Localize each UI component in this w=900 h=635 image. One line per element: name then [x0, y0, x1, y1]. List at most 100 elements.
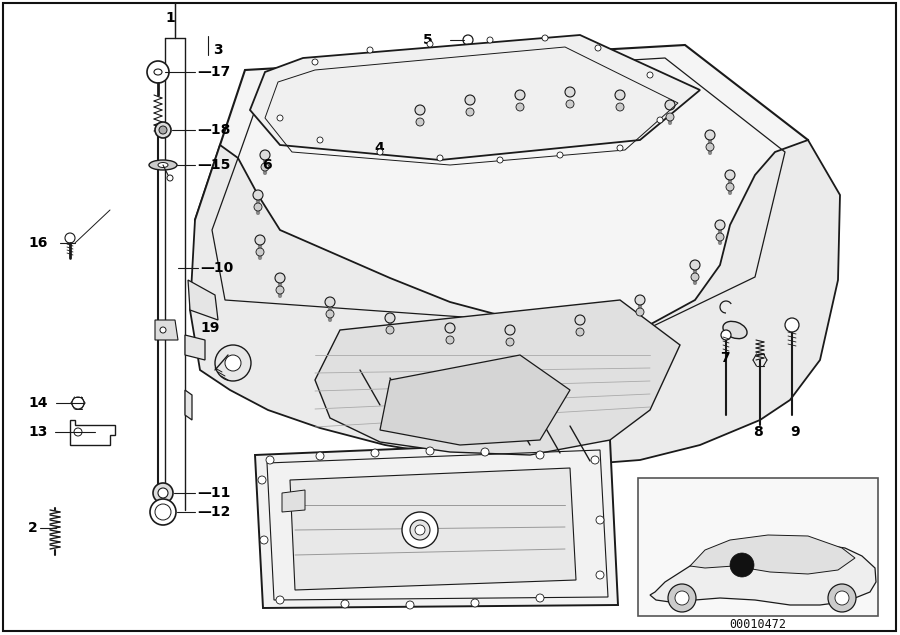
Circle shape [266, 456, 274, 464]
Circle shape [437, 155, 443, 161]
Bar [638, 478, 878, 616]
Circle shape [785, 318, 799, 332]
Circle shape [258, 476, 266, 484]
Circle shape [635, 295, 645, 305]
Polygon shape [255, 440, 618, 608]
Circle shape [445, 323, 455, 333]
Polygon shape [315, 300, 680, 455]
Text: —15: —15 [197, 158, 230, 172]
Circle shape [536, 451, 544, 459]
Polygon shape [185, 335, 205, 360]
Text: 5: 5 [423, 33, 433, 47]
Circle shape [260, 150, 270, 160]
Circle shape [471, 599, 479, 607]
Circle shape [255, 235, 265, 245]
Circle shape [721, 330, 731, 340]
Polygon shape [250, 35, 700, 160]
Circle shape [225, 355, 241, 371]
Circle shape [726, 183, 734, 191]
Circle shape [65, 233, 75, 243]
Circle shape [446, 336, 454, 344]
Text: 7: 7 [720, 351, 730, 365]
Circle shape [160, 327, 166, 333]
Polygon shape [70, 420, 115, 445]
Text: —12: —12 [197, 505, 230, 519]
Circle shape [730, 553, 754, 577]
Text: —11: —11 [197, 486, 230, 500]
Circle shape [516, 103, 524, 111]
Text: 6: 6 [263, 158, 272, 172]
Circle shape [575, 315, 585, 325]
Text: 00010472: 00010472 [730, 618, 787, 631]
Circle shape [565, 87, 575, 97]
Circle shape [506, 338, 514, 346]
Circle shape [705, 130, 715, 140]
Circle shape [316, 452, 324, 460]
Circle shape [835, 591, 849, 605]
Circle shape [487, 37, 493, 43]
Circle shape [616, 103, 624, 111]
Circle shape [668, 584, 696, 612]
Circle shape [406, 601, 414, 609]
Circle shape [463, 35, 473, 45]
Circle shape [675, 591, 689, 605]
Text: 16: 16 [28, 236, 48, 250]
Circle shape [410, 520, 430, 540]
Text: 8: 8 [753, 425, 763, 439]
Circle shape [74, 428, 82, 436]
Text: 14: 14 [28, 396, 48, 410]
Circle shape [147, 61, 169, 83]
Circle shape [325, 297, 335, 307]
Circle shape [402, 512, 438, 548]
Text: 19: 19 [200, 321, 220, 335]
Circle shape [261, 163, 269, 171]
Circle shape [595, 45, 601, 51]
Circle shape [371, 449, 379, 457]
Circle shape [715, 220, 725, 230]
Circle shape [253, 190, 263, 200]
Circle shape [566, 100, 574, 108]
Text: 3: 3 [213, 43, 222, 57]
Circle shape [385, 313, 395, 323]
Circle shape [158, 488, 168, 498]
Polygon shape [290, 468, 576, 590]
Ellipse shape [723, 321, 747, 338]
Text: 9: 9 [790, 425, 799, 439]
Circle shape [690, 260, 700, 270]
Polygon shape [282, 490, 305, 512]
Circle shape [497, 157, 503, 163]
Circle shape [542, 35, 548, 41]
Circle shape [828, 584, 856, 612]
Text: 1: 1 [165, 11, 175, 25]
Circle shape [386, 326, 394, 334]
Circle shape [505, 325, 515, 335]
Circle shape [317, 137, 323, 143]
Circle shape [691, 273, 699, 281]
Circle shape [326, 310, 334, 318]
Circle shape [215, 345, 251, 381]
Circle shape [466, 108, 474, 116]
Polygon shape [188, 280, 218, 320]
Polygon shape [650, 543, 876, 605]
Circle shape [167, 175, 173, 181]
Ellipse shape [154, 69, 162, 75]
Circle shape [341, 600, 349, 608]
Circle shape [275, 273, 285, 283]
Circle shape [596, 571, 604, 579]
Circle shape [155, 122, 171, 138]
Circle shape [426, 447, 434, 455]
Circle shape [277, 115, 283, 121]
Circle shape [636, 308, 644, 316]
Circle shape [415, 105, 425, 115]
Circle shape [576, 328, 584, 336]
Circle shape [465, 95, 475, 105]
Ellipse shape [158, 163, 168, 168]
Polygon shape [380, 355, 570, 445]
Circle shape [276, 286, 284, 294]
Text: —18: —18 [197, 123, 230, 137]
Circle shape [159, 126, 167, 134]
Circle shape [615, 90, 625, 100]
Circle shape [481, 448, 489, 456]
Text: —10: —10 [200, 261, 233, 275]
Ellipse shape [149, 160, 177, 170]
